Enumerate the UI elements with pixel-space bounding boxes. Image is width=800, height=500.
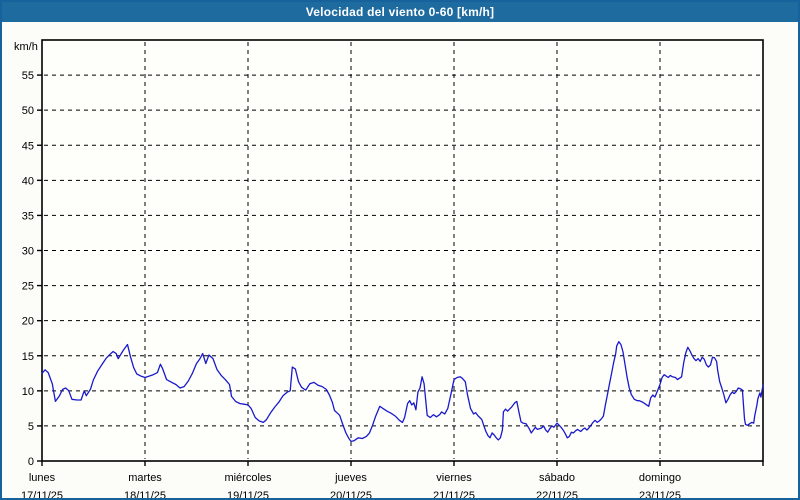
y-tick-label: 15 <box>22 351 34 363</box>
day-date-label: 17/11/25 <box>21 490 63 498</box>
day-name-label: miércoles <box>224 472 272 484</box>
y-tick-label: 20 <box>22 316 34 328</box>
y-tick-label: 5 <box>28 421 34 433</box>
y-tick-label: 10 <box>22 386 34 398</box>
day-date-label: 23/11/25 <box>639 490 681 498</box>
day-date-label: 21/11/25 <box>433 490 475 498</box>
chart-area: km/h 0 5 10 15 20 25 30 35 40 45 50 55 lunes 17/11/25 m… <box>2 22 798 498</box>
day-name-label: jueves <box>334 472 367 484</box>
y-tick-label: 50 <box>22 105 34 117</box>
day-name-label: martes <box>128 472 162 484</box>
y-tick-label: 25 <box>22 281 34 293</box>
y-tick-label: 35 <box>22 210 34 222</box>
chart-title: Velocidad del viento 0-60 [km/h] <box>306 5 494 19</box>
day-date-label: 22/11/25 <box>536 490 578 498</box>
y-tick-label: 30 <box>22 246 34 258</box>
y-axis-unit-label: km/h <box>14 41 38 53</box>
wind-speed-line-chart: km/h 0 5 10 15 20 25 30 35 40 45 50 55 lunes 17/11/25 m… <box>2 22 798 498</box>
day-name-label: viernes <box>436 472 472 484</box>
day-date-label: 19/11/25 <box>227 490 269 498</box>
day-name-label: domingo <box>639 472 681 484</box>
y-tick-label: 40 <box>22 175 34 187</box>
day-date-label: 18/11/25 <box>124 490 166 498</box>
day-date-label: 20/11/25 <box>330 490 372 498</box>
day-name-label: lunes <box>29 472 56 484</box>
day-name-label: sábado <box>539 472 575 484</box>
wind-speed-chart-window: Velocidad del viento 0-60 [km/h] km/h 0 5 1… <box>0 0 800 500</box>
y-tick-label: 55 <box>22 70 34 82</box>
chart-title-bar: Velocidad del viento 0-60 [km/h] <box>2 2 798 22</box>
y-tick-label: 45 <box>22 140 34 152</box>
y-tick-label: 0 <box>28 456 34 468</box>
